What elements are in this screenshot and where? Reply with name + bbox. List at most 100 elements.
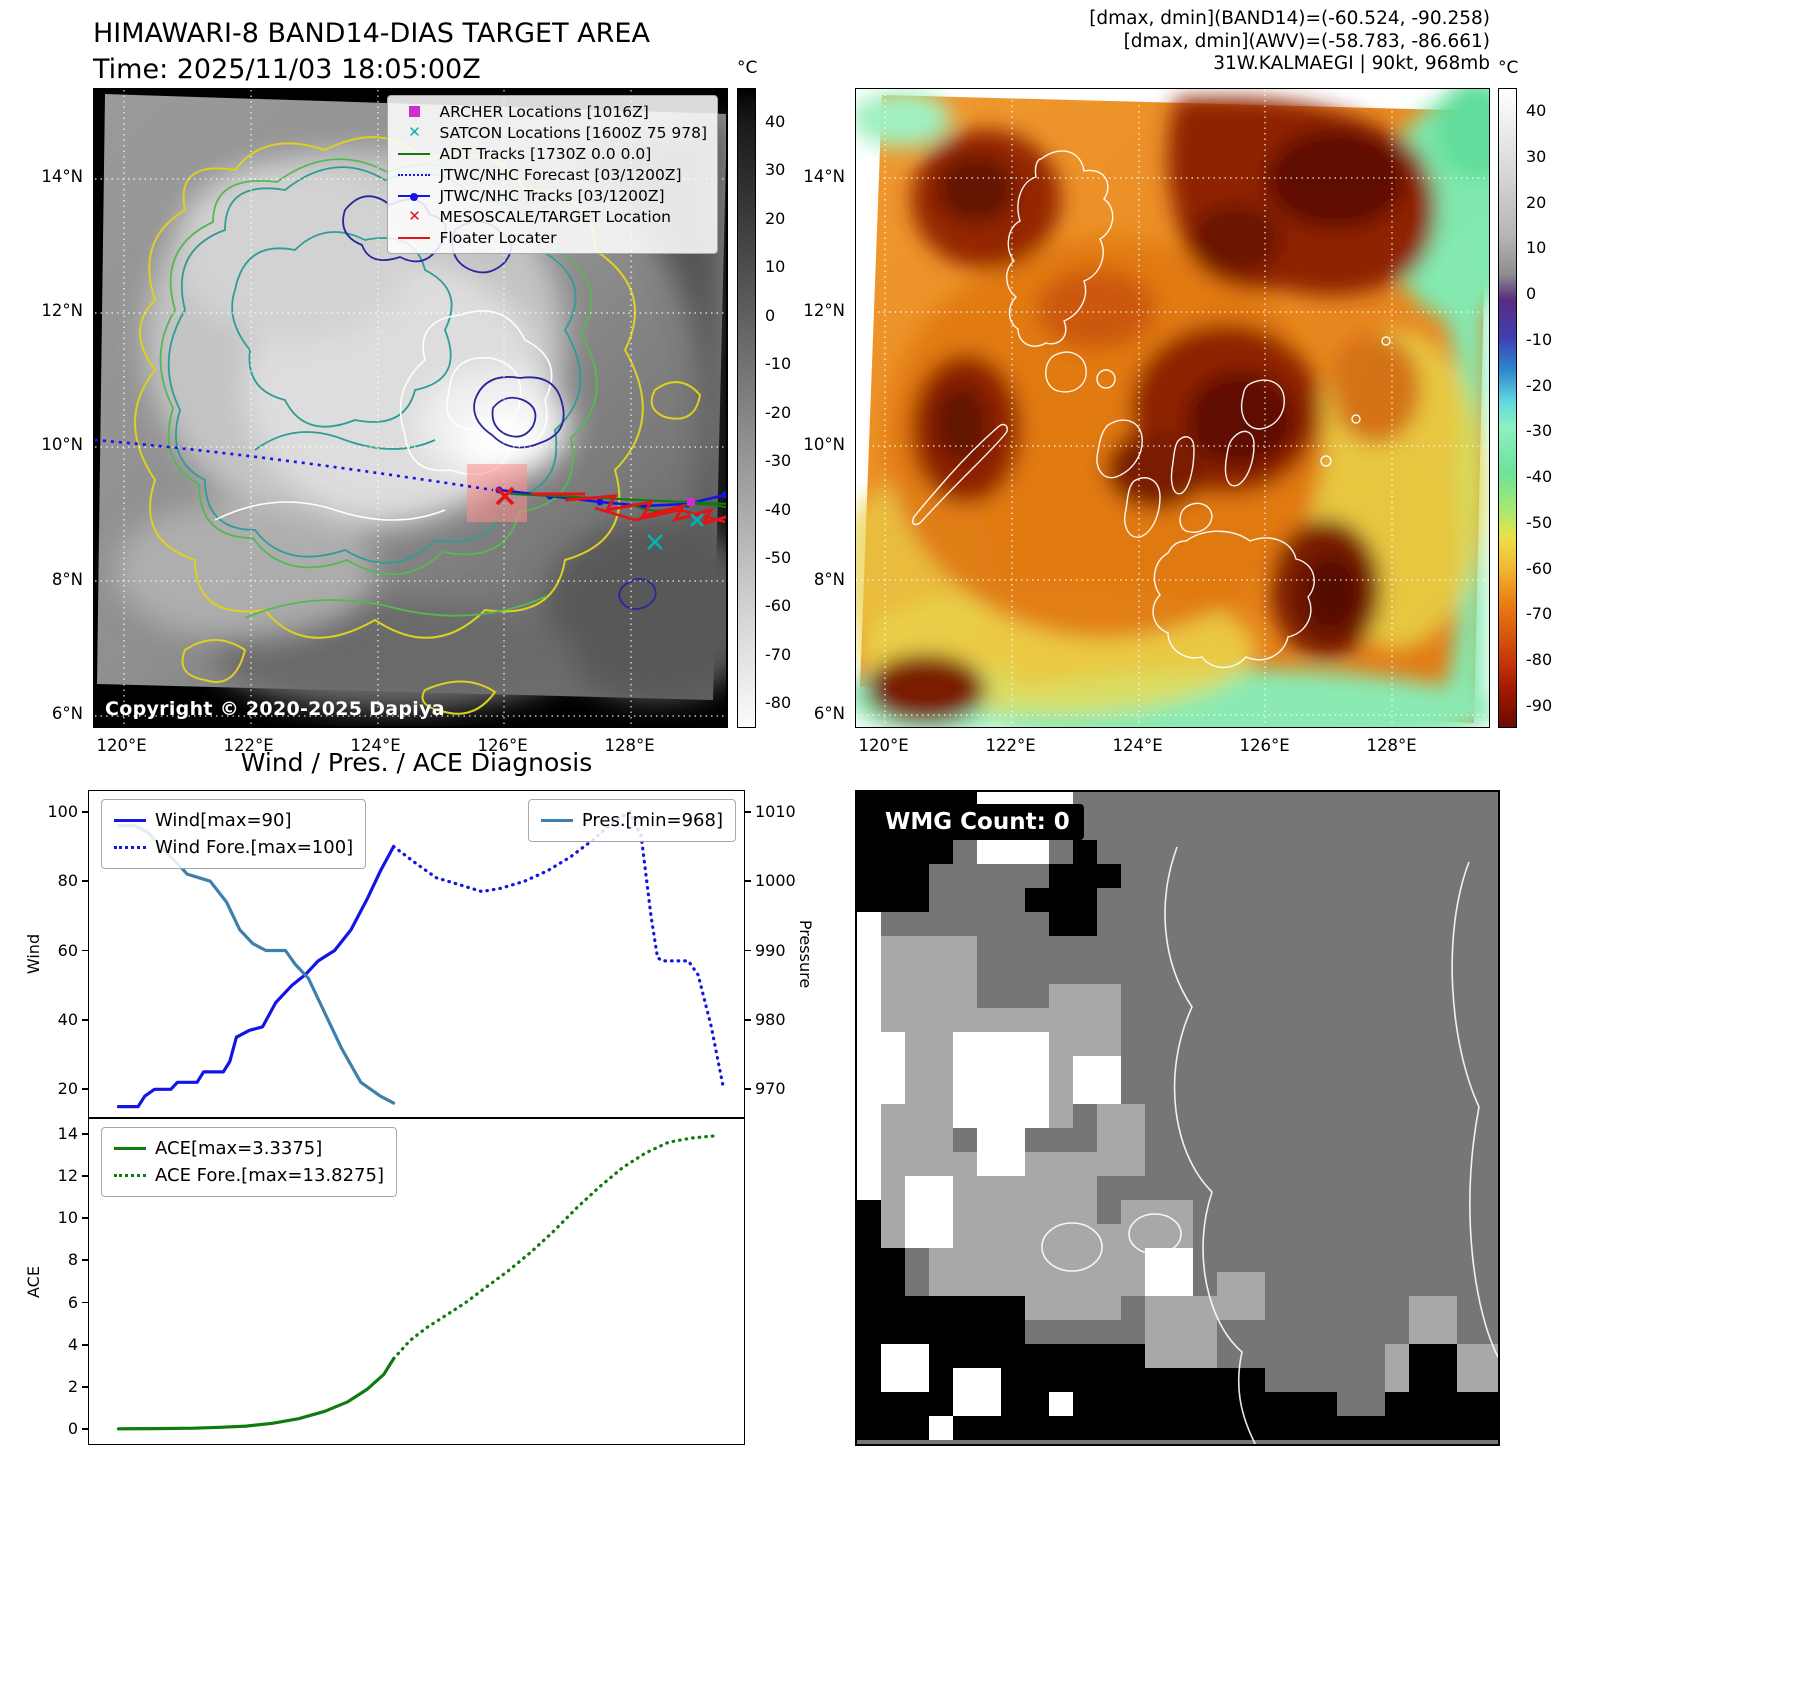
y-tick-label: 1000 [755,871,796,891]
axis-tick-label: 128°E [1366,736,1417,755]
tr-colorbar-unit: °C [1498,58,1519,78]
tick-mark [82,1343,89,1346]
legend-square [408,106,420,117]
legend-line [540,819,573,822]
colorbar-tick-label: 10 [1526,238,1547,258]
legend-box: ACE[max=3.3375] ACE Fore.[max=13.8275] [101,1127,397,1197]
axis-tick-label: 122°E [223,736,274,755]
colorbar-tick-label: -10 [765,354,792,374]
tl-lon-axis: 120°E 122°E 124°E 126°E 128°E [93,736,728,762]
legend-line [398,192,431,201]
tl-colorbar [737,88,756,728]
legend-box: Wind[max=90] Wind Fore.[max=100] [101,799,367,869]
colorbar-tick-label: 0 [765,305,776,325]
legend-dot [410,192,419,201]
y-tick-label: 980 [755,1009,786,1029]
y-tick-label: 20 [57,1079,78,1099]
axis-tick-label: 10°N [41,435,83,455]
legend-line [398,236,431,239]
ir-color-satellite-image [856,89,1489,727]
legend-label: Wind[max=90] [155,810,292,831]
tick-mark [82,1301,89,1304]
legend-item: Wind Fore.[max=100] [114,834,353,861]
colorbar-tick-label: 10 [765,257,786,277]
legend-line [398,152,431,155]
dmax-dmin-awv: [dmax, dmin](AWV)=(-58.783, -86.661) [1123,30,1490,52]
tl-title-line2: Time: 2025/11/03 18:05:00Z [93,53,481,85]
tr-colorbar-ticks: 40 30 20 10 0 -10 -20 -30 -40 -50 -60 -70 -80 -90 [1521,88,1569,728]
legend-line [398,173,431,176]
y-tick-label: 40 [57,1009,78,1029]
colorbar-tick-label: -80 [765,693,792,713]
colorbar-tick-label: -10 [1526,329,1553,349]
series-line [392,810,725,1088]
wmg-pixel-map [857,792,1498,1444]
legend-label: SATCON Locations [1600Z 75 978] [439,123,707,142]
series-line [116,1357,396,1431]
colorbar-tick-label: -40 [765,499,792,519]
tick-mark [82,1428,89,1431]
colorbar-tick-label: 30 [765,160,786,180]
coastlines [1041,846,1498,1444]
y-tick-label: 970 [755,1079,786,1099]
contour-green [159,158,598,619]
legend-item: JTWC/NHC Tracks [03/1200Z] [398,185,707,206]
legend-label: MESOSCALE/TARGET Location [439,207,672,226]
axis-tick-label: 6°N [51,703,83,723]
legend-item: ADT Tracks [1730Z 0.0 0.0] [398,143,707,164]
axis-tick-label: 120°E [96,736,147,755]
colorbar-tick-label: -30 [765,451,792,471]
archer-square-marker [687,498,695,506]
axis-tick-label: 128°E [604,736,655,755]
tick-mark [82,810,89,813]
ir-color-satellite-map [855,88,1490,728]
axis-tick-label: 122°E [985,736,1036,755]
axis-tick-label: 126°E [1239,736,1290,755]
legend-label: Pres.[min=968] [581,810,723,831]
legend-item: ✕ MESOSCALE/TARGET Location [398,206,707,227]
line-marker [398,152,431,155]
coastlines [912,150,1391,669]
legend-item: Wind[max=90] [114,807,353,834]
colorbar-tick-label: -70 [765,644,792,664]
colorbar-tick-label: -60 [1526,558,1553,578]
colorbar-tick-label: -20 [1526,375,1553,395]
tick-mark [744,1018,751,1021]
colorbar-tick-label: -80 [1526,650,1553,670]
y-tick-label: 80 [57,871,78,891]
x-marker: ✕ [408,123,421,141]
line-marker [398,236,431,239]
band14-satellite-map: ARCHER Locations [1016Z] ✕ SATCON Location… [93,88,728,728]
ace-chart: ACE 0 2 4 6 8 10 12 14 ACE[max=3.3375] ACE Fore.[… [24,1118,745,1445]
axis-tick-label: 12°N [41,301,83,321]
legend-item: ✕ SATCON Locations [1600Z 75 978] [398,122,707,143]
wind-axis-label: Wind [24,933,43,975]
wmg-map: WMG Count: 0 [855,790,1500,1446]
tl-colorbar-unit: °C [737,58,758,78]
legend-label: Wind Fore.[max=100] [155,837,354,858]
colorbar-tick-label: -60 [765,596,792,616]
legend-line [114,846,146,849]
colorbar-tick-label: -40 [1526,467,1553,487]
colorbar-tick-label: 40 [1526,101,1547,121]
tr-header: [dmax, dmin](BAND14)=(-60.524, -90.258) … [1089,8,1490,76]
dmax-dmin-band14: [dmax, dmin](BAND14)=(-60.524, -90.258) [1089,8,1490,29]
line-marker [114,819,146,822]
y-tick-label: 6 [67,1292,78,1312]
ace-chart-plot [116,1134,717,1431]
graticule [95,90,726,726]
y-tick-label: 12 [57,1165,78,1185]
axis-tick-label: 10°N [803,435,845,455]
ir-temperature-blobs [856,89,1489,727]
y-tick-label: 0 [67,1419,78,1439]
legend-line [114,1174,146,1177]
legend-item: ACE Fore.[max=13.8275] [114,1162,384,1189]
legend-item: Pres.[min=968] [540,807,723,834]
axis-tick-label: 120°E [858,736,909,755]
tick-mark [82,1217,89,1219]
satcon-x-marker [647,513,704,550]
tick-mark [82,1018,89,1021]
tr-colorbar [1498,88,1517,728]
axis-tick-label: 6°N [813,703,845,723]
